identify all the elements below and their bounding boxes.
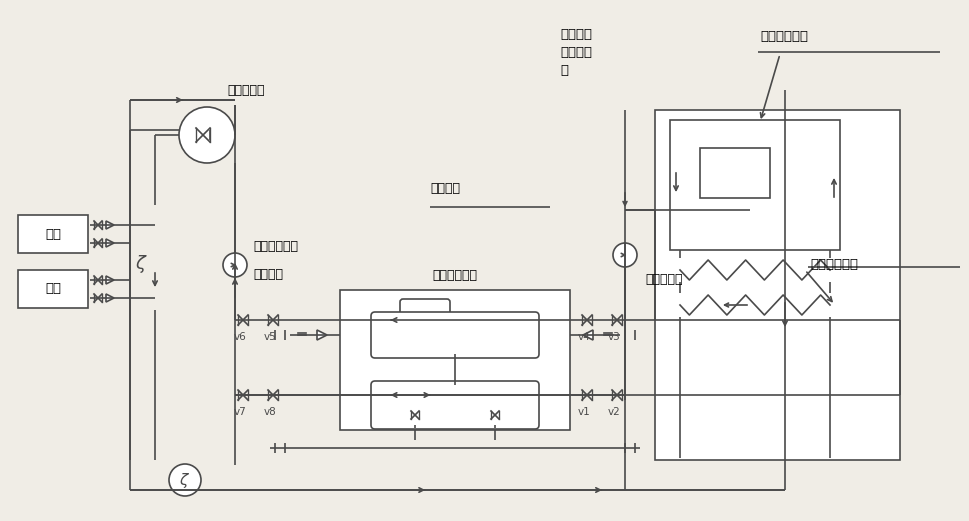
Text: 用户: 用户	[45, 228, 61, 241]
Circle shape	[169, 464, 201, 496]
Text: 能量采集系统: 能量采集系统	[760, 30, 808, 43]
Text: v2: v2	[608, 407, 620, 417]
Text: v3: v3	[608, 332, 620, 342]
Circle shape	[613, 243, 637, 267]
Text: ζ: ζ	[179, 474, 187, 489]
Text: v6: v6	[234, 332, 246, 342]
Text: v4: v4	[578, 332, 590, 342]
Text: 用户: 用户	[45, 282, 61, 295]
Bar	[18, 270, 88, 308]
Bar	[700, 148, 770, 198]
Polygon shape	[106, 294, 114, 302]
Text: 定压补水: 定压补水	[430, 182, 460, 195]
Polygon shape	[317, 330, 327, 340]
Text: 入户检查井: 入户检查井	[227, 84, 265, 97]
Text: 末端水循环泵: 末端水循环泵	[253, 241, 298, 254]
Text: 能量提升系统: 能量提升系统	[432, 269, 478, 282]
Text: v1: v1	[578, 407, 590, 417]
Polygon shape	[106, 221, 114, 229]
Circle shape	[223, 253, 247, 277]
FancyBboxPatch shape	[400, 299, 450, 325]
Polygon shape	[106, 239, 114, 247]
Text: ζ: ζ	[135, 255, 145, 273]
Text: 井、土壤
或地表水
源: 井、土壤 或地表水 源	[560, 28, 592, 77]
Polygon shape	[106, 276, 114, 284]
Text: 定压补水: 定压补水	[253, 268, 283, 281]
Polygon shape	[583, 330, 593, 340]
FancyBboxPatch shape	[371, 312, 539, 358]
Text: 二次循环泵: 二次循环泵	[645, 273, 682, 286]
Bar	[18, 215, 88, 253]
Bar	[670, 120, 840, 250]
Text: v5: v5	[264, 332, 276, 342]
Text: v8: v8	[264, 407, 276, 417]
Circle shape	[179, 107, 235, 163]
Text: v7: v7	[234, 407, 246, 417]
Text: 螺旋板换热器: 螺旋板换热器	[810, 258, 858, 271]
Bar	[340, 290, 570, 430]
Bar	[655, 110, 900, 460]
FancyBboxPatch shape	[371, 381, 539, 429]
